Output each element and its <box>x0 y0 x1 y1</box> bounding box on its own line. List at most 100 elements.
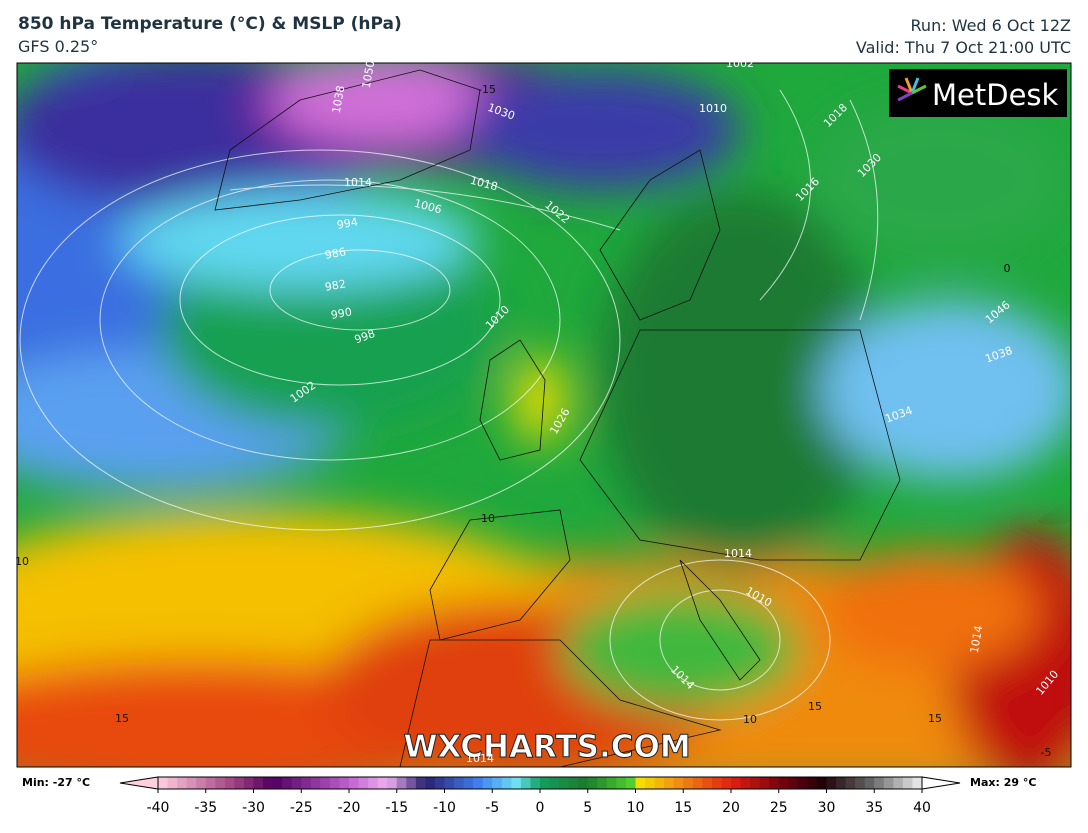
colorbar-tick-label: 10 <box>627 800 645 816</box>
logo-box <box>889 69 1067 117</box>
colorbar-swatch <box>263 777 274 789</box>
colorbar-swatch <box>635 777 646 789</box>
colorbar-swatch <box>520 777 531 789</box>
colorbar-swatch <box>750 777 761 789</box>
colorbar-swatch <box>434 777 445 789</box>
colorbar-swatch <box>587 777 598 789</box>
colorbar-swatch <box>282 777 293 789</box>
colorbar-swatch <box>912 777 923 789</box>
colorbar-tick-label: -30 <box>242 800 265 816</box>
colorbar-swatch <box>301 777 312 789</box>
colorbar-swatch <box>731 777 742 789</box>
colorbar-swatch <box>788 777 799 789</box>
colorbar-swatch <box>215 777 226 789</box>
colorbar-tick-label: 20 <box>722 800 740 816</box>
colorbar-swatch <box>205 777 216 789</box>
contour-label: -5 <box>1041 746 1052 759</box>
colorbar-swatch <box>797 777 808 789</box>
colorbar-swatch <box>272 777 283 789</box>
colorbar-end <box>119 776 159 790</box>
contour-label: 1038 <box>330 84 348 114</box>
contour-label: 994 <box>336 215 359 231</box>
colorbar-swatch <box>893 777 904 789</box>
contour-label: 15 <box>808 700 822 713</box>
model: GFS 0.25° <box>18 37 99 56</box>
colorbar-swatch <box>568 777 579 789</box>
colorbar-swatch <box>664 777 675 789</box>
colorbar-swatch <box>167 777 178 789</box>
contour-label: 990 <box>330 305 353 321</box>
colorbar-swatch <box>692 777 703 789</box>
colorbar-swatch <box>454 777 465 789</box>
colorbar-swatch <box>492 777 503 789</box>
colorbar-swatch <box>702 777 713 789</box>
contour-label: 0 <box>1004 262 1011 275</box>
colorbar-swatch <box>540 777 551 789</box>
colorbar-swatch <box>883 777 894 789</box>
colorbar-tick-label: -20 <box>338 800 361 816</box>
temperature-field <box>17 63 1071 767</box>
colorbar-swatch <box>329 777 340 789</box>
colorbar-swatch <box>673 777 684 789</box>
colorbar-swatch <box>874 777 885 789</box>
colorbar-tick-label: -5 <box>485 800 499 816</box>
colorbar-swatch <box>501 777 512 789</box>
contour-label: 10 <box>15 555 29 568</box>
colorbar-swatch <box>511 777 522 789</box>
colorbar-tick-label: 40 <box>913 800 931 816</box>
colorbar-swatch <box>224 777 235 789</box>
colorbar-swatch <box>530 777 541 789</box>
colorbar-swatch <box>473 777 484 789</box>
colorbar-swatch <box>320 777 331 789</box>
contour-label: 982 <box>324 277 347 293</box>
contour-label: 1002 <box>726 57 754 70</box>
colorbar-swatch <box>578 777 589 789</box>
colorbar-swatch <box>902 777 913 789</box>
colorbar-swatch <box>778 777 789 789</box>
logo-icon <box>897 77 927 102</box>
colorbar-tick-label: -35 <box>194 800 217 816</box>
contour-label: 10 <box>743 713 757 726</box>
colorbar-tick-label: 35 <box>865 800 883 816</box>
colorbar-swatch <box>683 777 694 789</box>
colorbar-tick-label: 15 <box>674 800 692 816</box>
colorbar-swatch <box>559 777 570 789</box>
contour-label: 1050 <box>360 59 378 89</box>
colorbar-swatch <box>368 777 379 789</box>
colorbar-swatch <box>377 777 388 789</box>
colorbar-swatch <box>415 777 426 789</box>
colorbar-swatch <box>816 777 827 789</box>
contour-label: 15 <box>928 712 942 725</box>
contour-label: 1014 <box>466 752 494 765</box>
colorbar-swatch <box>406 777 417 789</box>
contour-label: 986 <box>324 245 347 261</box>
colorbar-tick-label: -10 <box>433 800 456 816</box>
colorbar-swatch <box>597 777 608 789</box>
colorbar-swatch <box>339 777 350 789</box>
colorbar-swatch <box>463 777 474 789</box>
colorbar-swatch <box>645 777 656 789</box>
colorbar-swatch <box>855 777 866 789</box>
colorbar-swatch <box>158 777 169 789</box>
contour-label: 1014 <box>968 624 986 654</box>
contour-label: -15 <box>478 83 496 96</box>
colorbar-swatch <box>625 777 636 789</box>
map-frame <box>16 62 1072 768</box>
colorbar-swatch <box>711 777 722 789</box>
colorbar-swatch <box>616 777 627 789</box>
colorbar-swatch <box>444 777 455 789</box>
colorbar-swatch <box>845 777 856 789</box>
colorbar-swatch <box>549 777 560 789</box>
valid-time: Valid: Thu 7 Oct 21:00 UTC <box>855 38 1071 57</box>
colorbar-tick-label: 5 <box>583 800 592 816</box>
colorbar-swatch <box>654 777 665 789</box>
colorbar-tick-label: -25 <box>290 800 313 816</box>
colorbar-swatch <box>836 777 847 789</box>
colorbar-swatch <box>807 777 818 789</box>
run-time: Run: Wed 6 Oct 12Z <box>910 16 1071 35</box>
colorbar-end <box>921 776 961 790</box>
min-label: Min: -27 °C <box>22 776 90 789</box>
colorbar-swatch <box>349 777 360 789</box>
colorbar-swatch <box>253 777 264 789</box>
